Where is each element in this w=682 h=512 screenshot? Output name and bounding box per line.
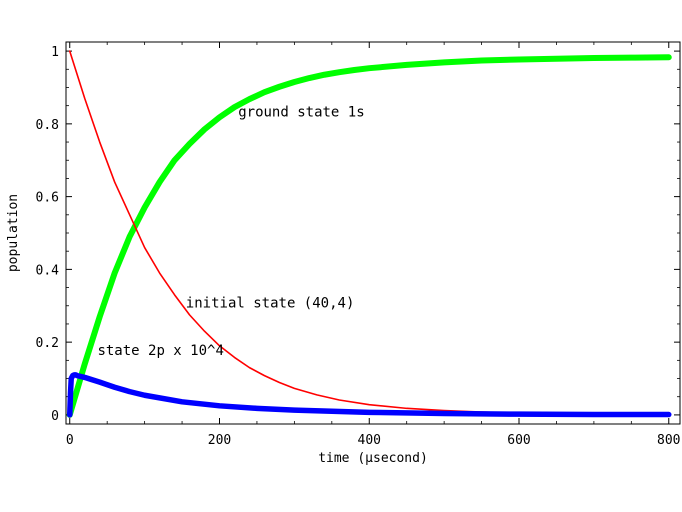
series-group	[66, 50, 672, 418]
ticks	[66, 42, 680, 424]
y-axis-label: population	[6, 194, 21, 272]
y-tick-label: 0.6	[36, 191, 59, 206]
x-tick-label: 800	[657, 433, 680, 448]
x-tick-label: 600	[507, 433, 530, 448]
y-tick-label: 1	[51, 45, 59, 60]
series-line-2p	[66, 372, 672, 418]
x-tick-label: 200	[208, 433, 231, 448]
annotation-label: initial state (40,4)	[186, 296, 355, 312]
annotations: ground state 1s initial state (40,4) state…	[97, 105, 364, 359]
y-tick-label: 0	[51, 409, 59, 424]
y-tick-label: 0.4	[36, 263, 60, 278]
annotation-label: state 2p x 10^4	[97, 343, 223, 359]
x-tick-label: 0	[66, 433, 74, 448]
annotation-label: ground state 1s	[238, 105, 364, 121]
x-tick-label: 400	[358, 433, 381, 448]
plot-frame	[65, 41, 681, 425]
x-axis-label: time (μsecond)	[318, 451, 428, 466]
tick-labels: 0 200 400 600 800 0 0.2 0.4 0.6 0.8 1	[36, 45, 681, 448]
series-line-initial	[68, 50, 670, 416]
series-line-ground	[66, 54, 672, 418]
y-tick-label: 0.8	[36, 118, 59, 133]
y-tick-label: 0.2	[36, 336, 59, 351]
